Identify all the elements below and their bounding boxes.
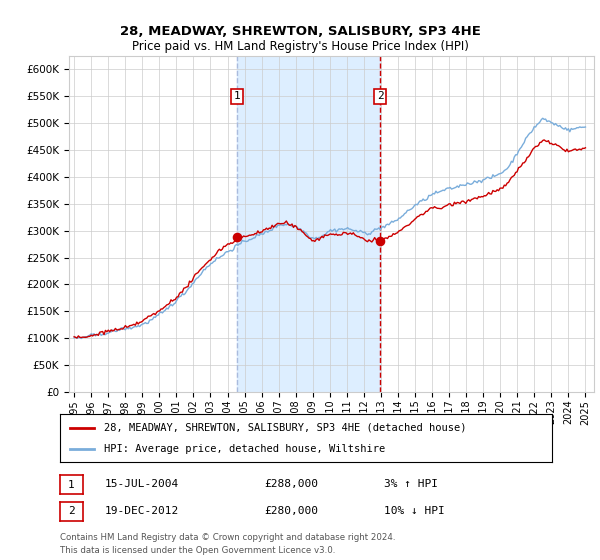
Text: 2: 2 [68,506,75,516]
Text: Contains HM Land Registry data © Crown copyright and database right 2024.
This d: Contains HM Land Registry data © Crown c… [60,533,395,554]
Text: 15-JUL-2004: 15-JUL-2004 [105,479,179,489]
Text: £288,000: £288,000 [264,479,318,489]
Text: 10% ↓ HPI: 10% ↓ HPI [384,506,445,516]
Text: 19-DEC-2012: 19-DEC-2012 [105,506,179,516]
Point [376,237,385,246]
Text: 1: 1 [68,480,75,490]
Point [232,233,242,242]
Text: 1: 1 [233,91,240,101]
Text: HPI: Average price, detached house, Wiltshire: HPI: Average price, detached house, Wilt… [104,444,386,454]
Text: 28, MEADWAY, SHREWTON, SALISBURY, SP3 4HE (detached house): 28, MEADWAY, SHREWTON, SALISBURY, SP3 4H… [104,423,467,433]
Text: 3% ↑ HPI: 3% ↑ HPI [384,479,438,489]
Text: Price paid vs. HM Land Registry's House Price Index (HPI): Price paid vs. HM Land Registry's House … [131,40,469,53]
Text: £280,000: £280,000 [264,506,318,516]
Bar [237,56,380,392]
Text: 28, MEADWAY, SHREWTON, SALISBURY, SP3 4HE: 28, MEADWAY, SHREWTON, SALISBURY, SP3 4H… [119,25,481,38]
Text: 2: 2 [377,91,383,101]
